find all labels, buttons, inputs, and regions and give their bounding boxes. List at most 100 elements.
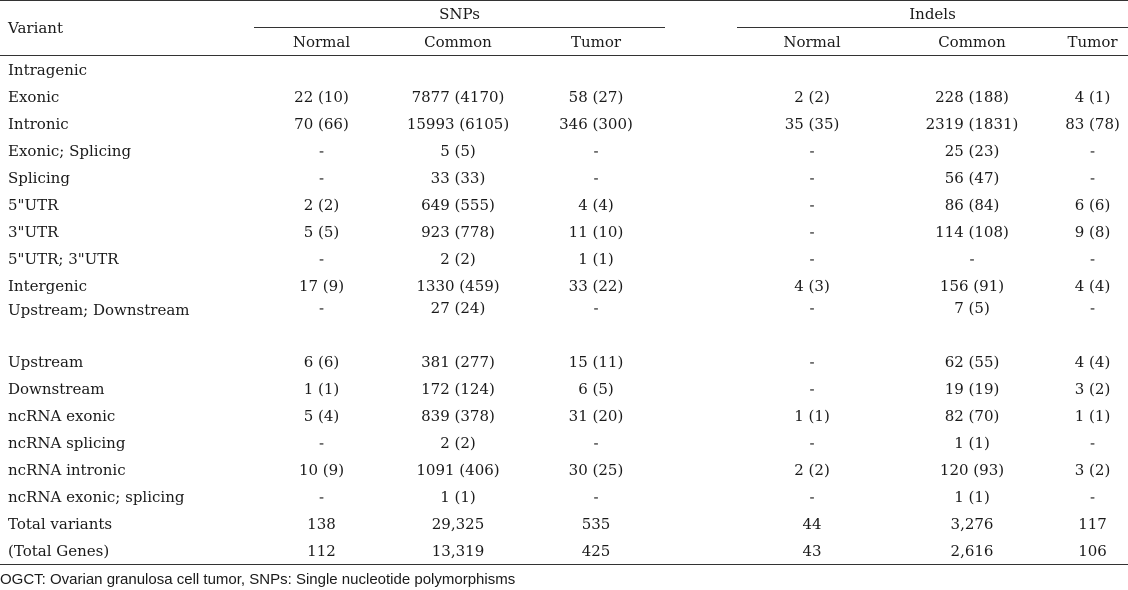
table-row: Intergenic 17 (9) 1330 (459) 33 (22) 4 (3) 15…	[0, 272, 1128, 299]
table-cell: 649 (555)	[421, 195, 495, 214]
table-cell: 3 (2)	[1074, 379, 1111, 398]
gap-cell	[665, 537, 738, 565]
table-row: Splicing - 33 (33) - - 56 (47) -	[0, 164, 1128, 191]
table-cell: 10 (9)	[298, 460, 345, 479]
table-cell: 1330 (459)	[416, 276, 500, 295]
table-cell: 31 (20)	[568, 406, 624, 425]
table-cell: 4 (3)	[794, 276, 830, 295]
table-cell: 2 (2)	[794, 87, 830, 106]
table-cell: 172 (124)	[421, 379, 495, 398]
table-cell: -	[1089, 487, 1096, 506]
table-cell: 1 (1)	[1074, 406, 1111, 425]
table-cell: -	[809, 352, 815, 371]
table-cell: -	[318, 141, 325, 160]
table-cell: 86 (84)	[944, 195, 1000, 214]
table-cell: 35 (35)	[784, 114, 840, 133]
row-label: Splicing	[8, 168, 70, 187]
table-row: Exonic 22 (10) 7877 (4170) 58 (27) 2 (2) 228 …	[0, 83, 1128, 110]
table-cell: 6 (5)	[578, 379, 614, 398]
header-indels: Indels	[737, 0, 1128, 28]
table-row: 5"UTR; 3"UTR - 2 (2) 1 (1) - - -	[0, 245, 1128, 272]
table-cell: -	[1089, 249, 1096, 268]
header-variant: Variant	[0, 0, 254, 56]
table-cell: 27 (24)	[430, 299, 486, 317]
row-label: 3"UTR	[8, 222, 59, 241]
table-cell: 5 (4)	[303, 406, 340, 425]
table-cell: -	[593, 168, 599, 187]
table-cell	[389, 56, 527, 84]
table-cell: 2319 (1831)	[925, 114, 1019, 133]
table-footnote: OGCT: Ovarian granulosa cell tumor, SNPs…	[0, 571, 516, 588]
table-cell: 6 (6)	[303, 352, 340, 371]
gap-cell	[665, 402, 737, 429]
header-gap	[665, 0, 738, 28]
table-cell: -	[1089, 168, 1096, 187]
table-cell: -	[809, 299, 815, 317]
table-cell: 5 (5)	[303, 222, 340, 241]
row-label: Upstream	[8, 352, 84, 371]
table-cell: 1 (1)	[578, 249, 614, 268]
table-row: Intragenic	[0, 56, 1128, 84]
table-body: Intragenic Exonic 22 (10) 7877 (4170) 58 (27…	[0, 56, 1128, 565]
table-cell: -	[1089, 433, 1096, 452]
gap-cell	[665, 245, 737, 272]
table-cell	[1057, 56, 1128, 84]
row-label: 5"UTR; 3"UTR	[8, 249, 119, 268]
table-cell: 1 (1)	[954, 433, 990, 452]
table-cell: -	[809, 168, 815, 187]
table-row: (Total Genes) 112 13,319 425 43 2,616 106	[0, 537, 1128, 565]
table-cell: 1 (1)	[794, 406, 830, 425]
table-cell: 1 (1)	[440, 487, 476, 506]
table-cell: 381 (277)	[421, 352, 495, 371]
table-cell: 62 (55)	[944, 352, 1000, 371]
table-row: 5"UTR 2 (2) 649 (555) 4 (4) - 86 (84) 6 (6)	[0, 191, 1128, 218]
gap-cell	[665, 191, 737, 218]
table-row: Downstream 1 (1) 172 (124) 6 (5) - 19 (19) 3 (…	[0, 375, 1128, 402]
table-row: Upstream 6 (6) 381 (277) 15 (11) - 62 (55) 4 (…	[0, 348, 1128, 375]
row-label: Intergenic	[8, 276, 87, 295]
table-cell: -	[593, 141, 599, 160]
gap-cell	[665, 348, 737, 375]
table-cell: -	[318, 487, 325, 506]
table-cell	[737, 56, 887, 84]
gap-cell	[665, 456, 737, 483]
table-row: ncRNA exonic; splicing - 1 (1) - - 1 (1) -	[0, 483, 1128, 510]
table-cell: -	[809, 433, 815, 452]
table-cell: 2,616	[887, 537, 1058, 565]
row-label: Total variants	[8, 514, 113, 533]
table-row: ncRNA exonic 5 (4) 839 (378) 31 (20) 1 (1) 82…	[0, 402, 1128, 429]
table-cell: 13,319	[389, 537, 527, 565]
table-cell: 4 (4)	[1074, 276, 1111, 295]
table-cell: 3 (2)	[1074, 460, 1111, 479]
table-cell: 1 (1)	[954, 487, 990, 506]
table-cell: -	[318, 433, 325, 452]
table-cell: 17 (9)	[298, 276, 345, 295]
table-cell: 3,276	[950, 514, 994, 533]
table-cell: 1091 (406)	[416, 460, 500, 479]
row-label: Exonic	[8, 87, 60, 106]
subheader-indels-tumor: Tumor	[1057, 27, 1128, 56]
table-row: Intronic 70 (66) 15993 (6105) 346 (300) 35 (…	[0, 110, 1128, 137]
gap-cell	[665, 510, 737, 537]
table-cell: 22 (10)	[294, 87, 349, 106]
table-cell: -	[318, 249, 325, 268]
gap-cell	[665, 218, 737, 245]
table-cell: 4 (1)	[1074, 87, 1111, 106]
gap-cell	[665, 299, 737, 348]
header-snps: SNPs	[254, 0, 666, 28]
table-cell: -	[318, 299, 325, 317]
table-cell: 15 (11)	[568, 352, 624, 371]
table-cell: -	[809, 195, 815, 214]
row-label: ncRNA exonic; splicing	[8, 487, 185, 506]
table-cell: 5 (5)	[440, 141, 476, 160]
table-cell: 43	[737, 537, 888, 565]
row-label: Intragenic	[8, 60, 88, 79]
row-label: 5"UTR	[8, 195, 59, 214]
table-cell: -	[1089, 299, 1096, 317]
table-cell: 2 (2)	[303, 195, 340, 214]
table-cell: 19 (19)	[944, 379, 1000, 398]
row-label: Exonic; Splicing	[8, 141, 132, 160]
table-cell: 6 (6)	[1074, 195, 1111, 214]
table-cell: 15993 (6105)	[406, 114, 510, 133]
gap-cell	[665, 83, 737, 110]
